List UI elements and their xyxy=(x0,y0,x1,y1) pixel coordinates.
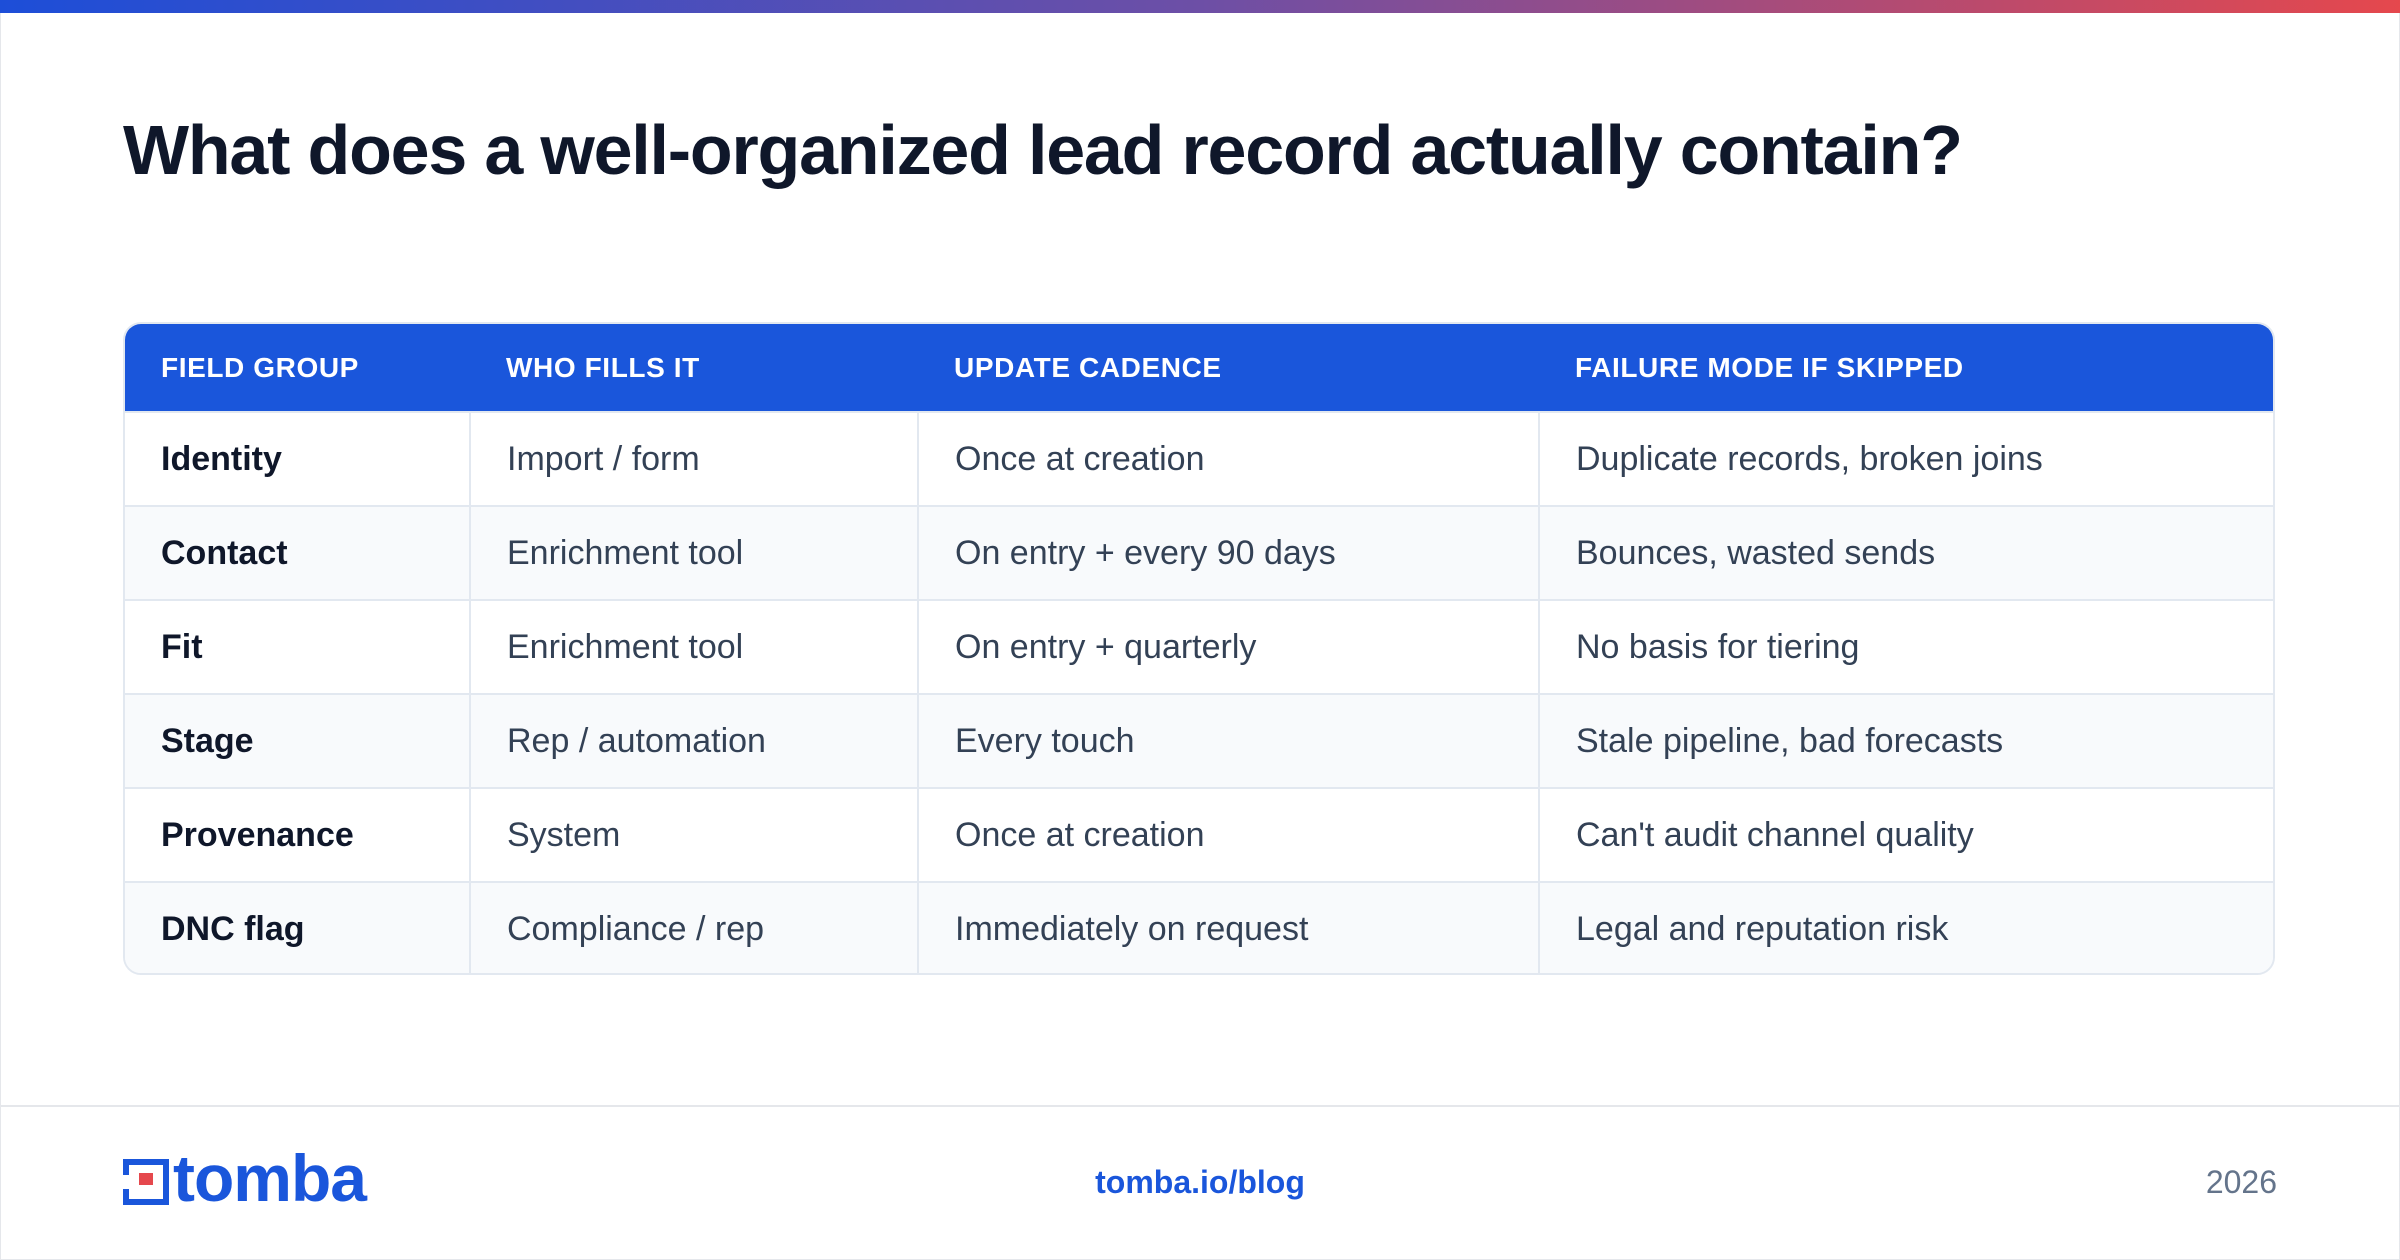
lead-record-table: FIELD GROUP WHO FILLS IT UPDATE CADENCE … xyxy=(123,322,2275,975)
failure-mode-cell: Can't audit channel quality xyxy=(1538,787,2273,882)
who-fills-cell: Enrichment tool xyxy=(469,505,918,600)
page-title: What does a well-organized lead record a… xyxy=(123,111,1963,189)
field-group-cell: DNC flag xyxy=(125,881,470,973)
table-row: Contact Enrichment tool On entry + every… xyxy=(125,505,2273,600)
failure-mode-cell: No basis for tiering xyxy=(1538,599,2273,694)
column-header-failure-mode: FAILURE MODE IF SKIPPED xyxy=(1575,351,1964,383)
update-cadence-cell: Immediately on request xyxy=(917,881,1539,973)
table-row: Provenance System Once at creation Can't… xyxy=(125,787,2273,882)
logo-wordmark: tomba xyxy=(173,1141,367,1215)
field-group-cell: Fit xyxy=(125,599,470,694)
tomba-logo-icon xyxy=(123,1159,169,1205)
failure-mode-cell: Duplicate records, broken joins xyxy=(1538,411,2273,506)
data-table: FIELD GROUP WHO FILLS IT UPDATE CADENCE … xyxy=(125,324,2273,973)
update-cadence-cell: Every touch xyxy=(917,693,1539,788)
table-row: Stage Rep / automation Every touch Stale… xyxy=(125,693,2273,788)
update-cadence-cell: Once at creation xyxy=(917,411,1539,506)
failure-mode-cell: Legal and reputation risk xyxy=(1538,881,2273,973)
field-group-cell: Provenance xyxy=(125,787,470,882)
gradient-accent-bar xyxy=(0,0,2400,13)
column-header-who-fills-it: WHO FILLS IT xyxy=(506,351,700,383)
table-header-row: FIELD GROUP WHO FILLS IT UPDATE CADENCE … xyxy=(125,324,2273,412)
update-cadence-cell: Once at creation xyxy=(917,787,1539,882)
failure-mode-cell: Bounces, wasted sends xyxy=(1538,505,2273,600)
who-fills-cell: Compliance / rep xyxy=(469,881,918,973)
field-group-cell: Stage xyxy=(125,693,470,788)
update-cadence-cell: On entry + quarterly xyxy=(917,599,1539,694)
column-header-field-group: FIELD GROUP xyxy=(161,351,359,383)
column-header-update-cadence: UPDATE CADENCE xyxy=(954,351,1222,383)
table-row: Fit Enrichment tool On entry + quarterly… xyxy=(125,599,2273,694)
blog-link[interactable]: tomba.io/blog xyxy=(1095,1164,1305,1200)
update-cadence-cell: On entry + every 90 days xyxy=(917,505,1539,600)
footer-divider xyxy=(0,1105,2400,1107)
who-fills-cell: Enrichment tool xyxy=(469,599,918,694)
who-fills-cell: Rep / automation xyxy=(469,693,918,788)
field-group-cell: Identity xyxy=(125,411,470,506)
table-row: Identity Import / form Once at creation … xyxy=(125,411,2273,506)
failure-mode-cell: Stale pipeline, bad forecasts xyxy=(1538,693,2273,788)
table-row: DNC flag Compliance / rep Immediately on… xyxy=(125,881,2273,973)
field-group-cell: Contact xyxy=(125,505,470,600)
tomba-logo[interactable]: tomba xyxy=(123,1145,367,1211)
footer-year: 2026 xyxy=(2205,1164,2277,1200)
who-fills-cell: System xyxy=(469,787,918,882)
who-fills-cell: Import / form xyxy=(469,411,918,506)
